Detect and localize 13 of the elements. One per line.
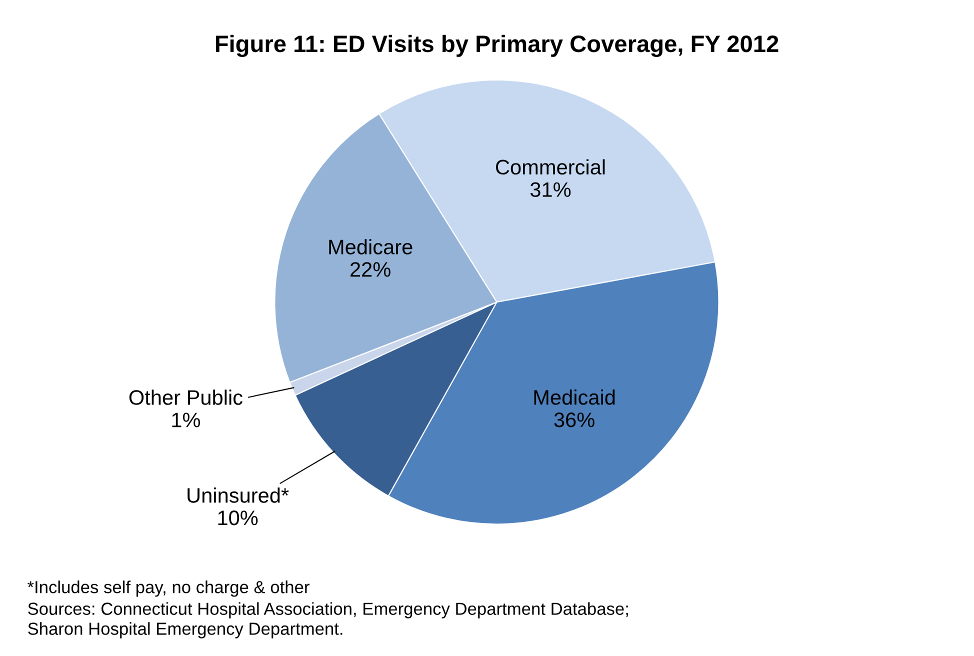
slice-label: Other Public [129,390,242,405]
chart-title: Figure 11: ED Visits by Primary Coverage, FY 2012 [216,34,778,57]
slice-label: Uninsured* [188,488,289,503]
source-note: Sources: Connecticut Hospital Association, Emergency Department Database; Sharon Hospital Emergency Department. [28,602,628,638]
slice-label: Commercial [496,159,605,175]
slice-label: Medicare [329,239,412,254]
data-label: 22% [350,262,390,277]
data-label: 10% [218,510,258,526]
data-label: 36% [554,412,594,428]
data-label: 1% [172,412,200,428]
text: *Includes self pay, no charge & other [28,580,310,597]
slice-label: Medicaid [534,389,615,405]
data-label: 31% [530,182,571,197]
